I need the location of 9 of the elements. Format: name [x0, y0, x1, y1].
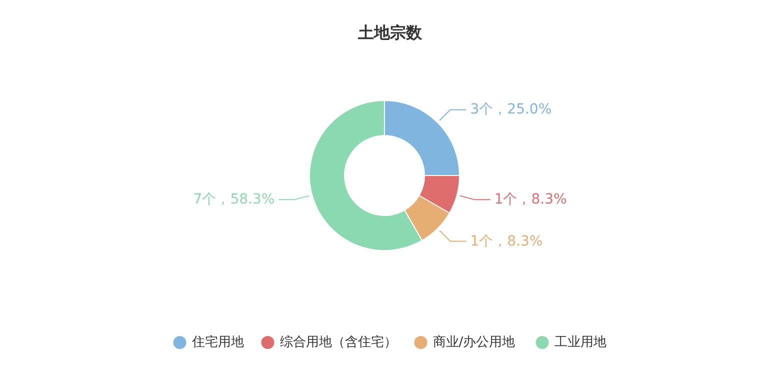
chart-title: 土地宗数 [357, 23, 423, 42]
data-label: 7个，58.3% [193, 192, 275, 208]
data-label: 3个，25.0% [470, 102, 552, 118]
legend-label: 工业用地 [554, 335, 606, 350]
legend-label: 住宅用地 [190, 334, 244, 350]
legend-label: 商业/办公用地 [432, 335, 516, 350]
data-label: 1个，8.3% [494, 192, 567, 208]
legend-label: 综合用地（含住宅） [280, 334, 397, 350]
data-label: 1个，8.3% [470, 233, 543, 250]
